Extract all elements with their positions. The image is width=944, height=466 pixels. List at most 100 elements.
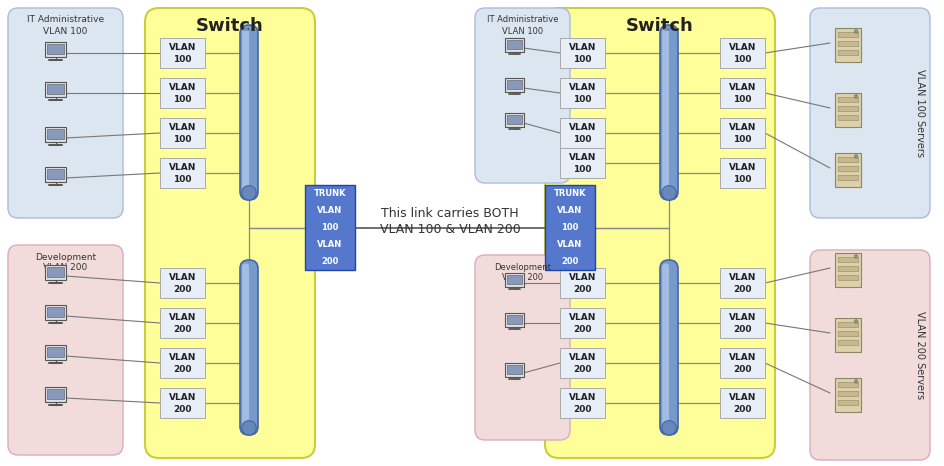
Bar bbox=[160, 348, 205, 378]
Bar bbox=[560, 148, 605, 178]
FancyBboxPatch shape bbox=[475, 255, 570, 440]
Bar bbox=[838, 256, 858, 262]
Text: 200: 200 bbox=[174, 325, 192, 334]
Text: VLAN: VLAN bbox=[569, 274, 597, 282]
Bar bbox=[45, 305, 66, 320]
Bar bbox=[47, 83, 64, 94]
Bar bbox=[838, 165, 858, 171]
Text: 200: 200 bbox=[573, 285, 592, 294]
Bar bbox=[507, 315, 522, 324]
FancyBboxPatch shape bbox=[243, 28, 249, 197]
Bar bbox=[838, 340, 858, 345]
Circle shape bbox=[854, 30, 858, 33]
Bar bbox=[835, 378, 861, 412]
FancyBboxPatch shape bbox=[145, 8, 315, 458]
Text: VLAN: VLAN bbox=[569, 43, 597, 52]
Bar bbox=[507, 275, 522, 284]
Bar bbox=[560, 78, 605, 108]
Text: 100: 100 bbox=[174, 175, 192, 184]
Bar bbox=[720, 308, 765, 338]
Bar bbox=[160, 158, 205, 188]
Bar bbox=[45, 345, 66, 360]
Text: Development: Development bbox=[35, 253, 96, 261]
Text: VLAN: VLAN bbox=[729, 274, 756, 282]
Text: 200: 200 bbox=[562, 257, 579, 266]
Bar bbox=[47, 267, 64, 277]
FancyBboxPatch shape bbox=[810, 8, 930, 218]
Text: VLAN: VLAN bbox=[169, 274, 196, 282]
Bar bbox=[720, 78, 765, 108]
Bar bbox=[838, 274, 858, 280]
Bar bbox=[160, 78, 205, 108]
Bar bbox=[160, 118, 205, 148]
Text: Switch: Switch bbox=[626, 17, 694, 35]
Text: VLAN: VLAN bbox=[569, 314, 597, 322]
Text: 200: 200 bbox=[733, 285, 751, 294]
Text: Switch: Switch bbox=[196, 17, 264, 35]
Text: VLAN: VLAN bbox=[317, 206, 343, 215]
Bar bbox=[505, 38, 524, 52]
Text: VLAN: VLAN bbox=[569, 393, 597, 403]
Text: TRUNK: TRUNK bbox=[554, 189, 586, 198]
Circle shape bbox=[242, 185, 256, 200]
Bar bbox=[835, 153, 861, 187]
Text: VLAN: VLAN bbox=[169, 393, 196, 403]
FancyBboxPatch shape bbox=[660, 260, 678, 435]
Bar bbox=[720, 158, 765, 188]
Text: VLAN 200 Servers: VLAN 200 Servers bbox=[915, 311, 925, 399]
Text: 200: 200 bbox=[733, 325, 751, 334]
Text: 200: 200 bbox=[733, 405, 751, 414]
Text: VLAN: VLAN bbox=[729, 43, 756, 52]
Bar bbox=[838, 330, 858, 336]
Bar bbox=[720, 268, 765, 298]
FancyBboxPatch shape bbox=[810, 250, 930, 460]
Text: VLAN 100: VLAN 100 bbox=[43, 27, 88, 35]
Text: 100: 100 bbox=[733, 135, 751, 144]
Bar bbox=[505, 78, 524, 92]
Circle shape bbox=[242, 421, 256, 435]
Bar bbox=[45, 387, 66, 402]
Bar bbox=[838, 105, 858, 111]
Text: VLAN: VLAN bbox=[169, 123, 196, 132]
Text: 100: 100 bbox=[573, 55, 592, 64]
Bar bbox=[560, 308, 605, 338]
Text: VLAN: VLAN bbox=[169, 314, 196, 322]
Text: VLAN: VLAN bbox=[169, 43, 196, 52]
Text: 100: 100 bbox=[573, 135, 592, 144]
Bar bbox=[835, 253, 861, 287]
Bar bbox=[720, 388, 765, 418]
FancyBboxPatch shape bbox=[662, 28, 669, 197]
Text: VLAN 100 Servers: VLAN 100 Servers bbox=[915, 69, 925, 157]
Bar bbox=[838, 32, 858, 37]
Text: VLAN: VLAN bbox=[169, 83, 196, 92]
Text: This link carries BOTH: This link carries BOTH bbox=[381, 207, 519, 220]
Bar bbox=[507, 115, 522, 124]
Bar bbox=[560, 38, 605, 68]
Bar bbox=[560, 388, 605, 418]
Bar bbox=[838, 266, 858, 271]
Text: VLAN: VLAN bbox=[729, 83, 756, 92]
Bar bbox=[47, 307, 64, 317]
Circle shape bbox=[854, 380, 858, 384]
FancyBboxPatch shape bbox=[545, 8, 775, 458]
Bar bbox=[838, 382, 858, 387]
Bar bbox=[47, 389, 64, 399]
Bar bbox=[720, 38, 765, 68]
Bar bbox=[507, 365, 522, 374]
Bar bbox=[838, 41, 858, 46]
Text: 100: 100 bbox=[174, 55, 192, 64]
Text: VLAN 100: VLAN 100 bbox=[502, 27, 543, 35]
Text: 100: 100 bbox=[573, 165, 592, 174]
Bar bbox=[505, 273, 524, 287]
Text: 200: 200 bbox=[174, 405, 192, 414]
Text: VLAN: VLAN bbox=[169, 164, 196, 172]
Circle shape bbox=[854, 255, 858, 258]
Text: 200: 200 bbox=[174, 365, 192, 374]
Text: 100: 100 bbox=[733, 175, 751, 184]
Bar bbox=[505, 363, 524, 377]
FancyBboxPatch shape bbox=[240, 25, 258, 200]
Bar bbox=[45, 82, 66, 97]
Text: VLAN: VLAN bbox=[729, 353, 756, 363]
Text: IT Administrative: IT Administrative bbox=[487, 15, 558, 25]
Bar bbox=[560, 268, 605, 298]
